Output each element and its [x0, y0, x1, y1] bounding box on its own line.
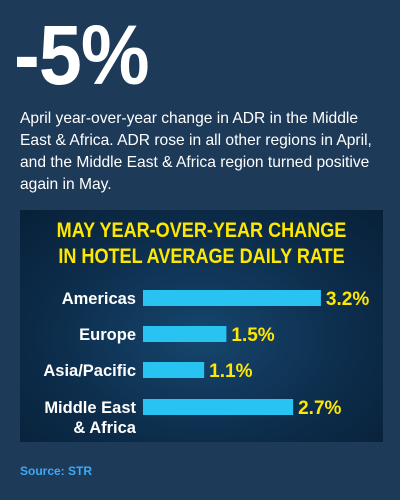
category-label-0-line-0: Americas	[62, 290, 136, 308]
category-label-1: Europe	[79, 326, 136, 344]
category-label-3-line-0: Middle East	[44, 399, 136, 417]
chart-title-line-1: MAY YEAR-OVER-YEAR CHANGE	[56, 219, 347, 242]
intro-description: April year-over-year change in ADR in th…	[20, 110, 372, 193]
chart-title: MAY YEAR-OVER-YEAR CHANGE IN HOTEL AVERA…	[45, 218, 357, 270]
value-label-0: 3.2%	[326, 289, 369, 310]
value-label-3: 2.7%	[298, 398, 341, 419]
chart-panel: MAY YEAR-OVER-YEAR CHANGE IN HOTEL AVERA…	[20, 210, 383, 442]
category-label-3: Middle East & Africa	[44, 399, 136, 437]
category-label-2: Asia/Pacific	[43, 362, 136, 380]
bar-2	[143, 362, 205, 378]
category-label-1-line-0: Europe	[79, 326, 136, 344]
bar-1	[143, 326, 227, 342]
category-label-0: Americas	[62, 290, 136, 308]
bar-3	[143, 399, 294, 415]
category-label-2-line-0: Asia/Pacific	[43, 362, 136, 380]
value-label-1: 1.5%	[231, 325, 274, 346]
headline-figure: -5%	[14, 8, 150, 102]
value-label-2: 1.1%	[209, 361, 252, 382]
bar-0	[143, 290, 321, 306]
bar-chart: 3.2% Americas 1.5% Europe 1.1% Asia/Pacific 2.…	[43, 289, 369, 437]
source-note: Source: STR	[20, 464, 93, 478]
category-label-3-line-1: & Africa	[73, 419, 136, 437]
chart-title-line-2: IN HOTEL AVERAGE DAILY RATE	[58, 245, 345, 268]
